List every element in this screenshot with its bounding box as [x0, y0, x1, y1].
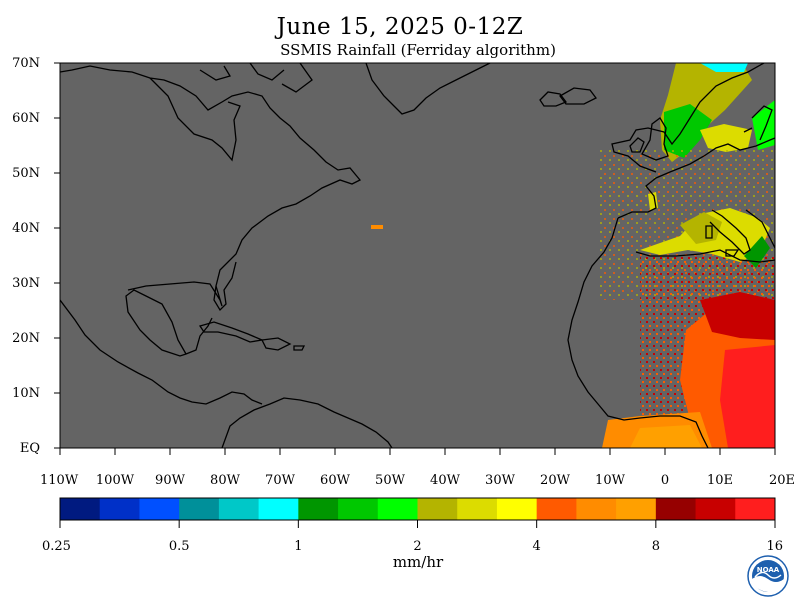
colorbar-tick-label: 8: [652, 539, 660, 554]
map-subtitle: SSMIS Rainfall (Ferriday algorithm): [280, 41, 556, 59]
map-frame: [59, 62, 776, 449]
rain-area-north-europe-green: [664, 104, 712, 158]
coast-hudson-bay: [149, 77, 241, 162]
coast-mediterranean-islands: [705, 225, 740, 257]
colorbar-swatch: [655, 498, 697, 520]
lon-tick-label: 40W: [430, 473, 461, 488]
rain-area-north-europe-cyan: [700, 63, 748, 72]
coastlines: [60, 63, 775, 448]
colorbar-swatch: [218, 498, 260, 520]
coast-hispaniola: [261, 337, 292, 351]
colorbar-swatch: [457, 498, 498, 520]
lon-tick-label: 20W: [540, 473, 571, 488]
colorbar-swatch: [496, 498, 538, 520]
lat-tick-label: 40N: [12, 221, 40, 236]
colorbar-swatch: [60, 498, 101, 520]
colorbar-tick-label: 0.25: [42, 539, 71, 554]
lat-tick-label: 10N: [12, 386, 40, 401]
coast-florida: [213, 261, 237, 312]
coast-africa: [567, 217, 775, 448]
colorbar-swatch: [298, 498, 339, 520]
lon-tick-label: 0: [661, 473, 669, 488]
lat-tick-label: 30N: [12, 276, 40, 291]
noaa-logo-text: NOAA: [757, 566, 780, 574]
colorbar-swatch: [417, 498, 458, 520]
colorbar-swatch: [139, 498, 180, 520]
colorbar-units: mm/hr: [392, 553, 444, 571]
coast-great-britain: [641, 117, 669, 161]
latitude-axis: 70N 60N 50N 40N 30N 20N 10N EQ: [12, 56, 60, 456]
lon-tick-label: 20E: [769, 473, 795, 488]
lon-tick-label: 90W: [155, 473, 186, 488]
colorbar-tick-label: 1: [294, 539, 302, 554]
lat-tick-label: 70N: [12, 56, 40, 71]
rainfall-overlay: [371, 63, 775, 448]
rain-cell-mid-atlantic: [371, 225, 383, 229]
colorbar-swatch: [735, 498, 776, 520]
colorbar-swatch: [338, 498, 379, 520]
rain-area-scandinavia: [700, 124, 752, 152]
lon-tick-label: 100W: [96, 473, 135, 488]
colorbar-tick-label: 4: [533, 539, 541, 554]
map-title: June 15, 2025 0-12Z: [276, 14, 524, 40]
colorbar: 0.25 0.5 1 2 4 8 16: [42, 497, 783, 554]
colorbar-swatch: [377, 498, 418, 520]
colorbar-swatch: [536, 498, 577, 520]
coast-europe: [611, 63, 775, 219]
noaa-logo-icon: NOAA: [747, 555, 789, 597]
rain-area-mediterranean-green: [744, 236, 770, 268]
colorbar-swatch: [99, 498, 140, 520]
longitude-axis: 110W 100W 90W 80W 70W 60W 50W 40W 30W 20W 10W 0 10E 2…: [40, 448, 795, 488]
lon-tick-label: 10E: [707, 473, 733, 488]
coast-arctic-islands: [199, 63, 568, 107]
lon-tick-label: 30W: [485, 473, 516, 488]
colorbar-swatch: [616, 498, 657, 520]
coast-puerto-rico: [293, 345, 306, 351]
lat-tick-label: EQ: [20, 441, 40, 456]
colorbar-swatch: [695, 498, 736, 520]
coast-balkans: [745, 209, 775, 249]
coast-ireland: [629, 137, 645, 153]
coast-south-america: [221, 397, 393, 448]
colorbar-tick-label: 16: [766, 539, 783, 554]
colorbar-swatch: [258, 498, 299, 520]
coast-italy: [709, 209, 751, 255]
lon-tick-label: 60W: [320, 473, 351, 488]
coast-cuba: [198, 321, 265, 343]
lon-tick-label: 80W: [210, 473, 241, 488]
rain-area-central-africa: [720, 345, 775, 448]
lat-tick-label: 60N: [12, 111, 40, 126]
rain-area-west-africa-dark: [700, 292, 775, 340]
coast-greenland: [365, 63, 491, 115]
lon-tick-label: 10W: [595, 473, 626, 488]
coast-baltic: [743, 105, 773, 141]
lon-tick-label: 70W: [265, 473, 296, 488]
coast-iceland: [559, 87, 597, 105]
colorbar-swatch: [576, 498, 617, 520]
colorbar-swatch: [179, 498, 220, 520]
lat-tick-label: 50N: [12, 166, 40, 181]
lon-tick-label: 110W: [40, 473, 79, 488]
colorbar-tick-label: 2: [413, 539, 421, 554]
lat-tick-label: 20N: [12, 331, 40, 346]
lon-tick-label: 50W: [375, 473, 406, 488]
rain-area-gulf-guinea-light: [630, 425, 702, 448]
rain-area-baltic-green: [752, 100, 775, 150]
coast-north-america: [60, 65, 362, 405]
colorbar-tick-label: 0.5: [169, 539, 190, 554]
